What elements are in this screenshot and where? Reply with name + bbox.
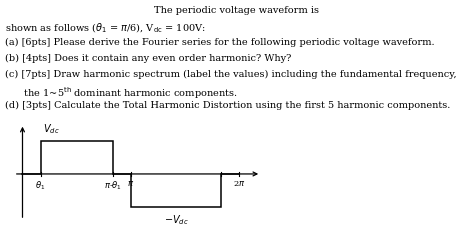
Text: the 1~5$^\mathrm{th}$ dominant harmonic components.: the 1~5$^\mathrm{th}$ dominant harmonic …: [5, 85, 237, 100]
Text: $\pi$: $\pi$: [128, 178, 135, 188]
Text: (c) [7pts] Draw harmonic spectrum (label the values) including the fundamental f: (c) [7pts] Draw harmonic spectrum (label…: [5, 69, 456, 78]
Text: $\theta_1$: $\theta_1$: [36, 178, 46, 191]
Text: $V_{dc}$: $V_{dc}$: [44, 122, 60, 136]
Text: The periodic voltage waveform is: The periodic voltage waveform is: [155, 6, 319, 15]
Text: (d) [3pts] Calculate the Total Harmonic Distortion using the first 5 harmonic co: (d) [3pts] Calculate the Total Harmonic …: [5, 100, 450, 109]
Text: $-V_{dc}$: $-V_{dc}$: [164, 212, 189, 226]
Text: $\pi$-$\theta_1$: $\pi$-$\theta_1$: [104, 178, 122, 191]
Text: (b) [4pts] Does it contain any even order harmonic? Why?: (b) [4pts] Does it contain any even orde…: [5, 53, 291, 62]
Text: shown as follows ($\theta_1$ = $\pi$/6), V$_\mathrm{dc}$ = 100V:: shown as follows ($\theta_1$ = $\pi$/6),…: [5, 22, 206, 35]
Text: 2$\pi$: 2$\pi$: [233, 178, 246, 188]
Text: (a) [6pts] Please derive the Fourier series for the following periodic voltage w: (a) [6pts] Please derive the Fourier ser…: [5, 37, 434, 47]
